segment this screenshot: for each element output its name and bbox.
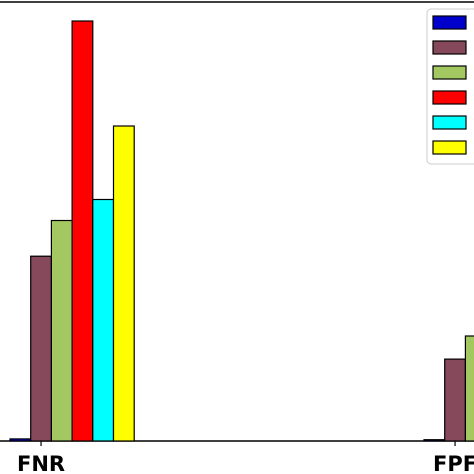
bar-fpr-series-3 — [464, 335, 474, 442]
bar-fnr-series-6 — [112, 125, 135, 442]
bar-fnr-series-4 — [71, 20, 94, 442]
bar-fpr-series-1 — [423, 439, 446, 442]
legend — [426, 8, 474, 165]
legend-swatch-1 — [432, 15, 467, 30]
x-tick-label-fnr: FNR — [17, 452, 65, 474]
legend-swatch-6 — [432, 140, 467, 155]
legend-swatch-5 — [432, 115, 467, 130]
x-ticks-group: FNR FPF — [17, 441, 474, 474]
bar-fnr-series-3 — [50, 219, 73, 442]
bar-fnr-series-2 — [30, 255, 53, 442]
legend-swatch-4 — [432, 90, 467, 105]
bar-fnr-series-1 — [9, 438, 32, 442]
bar-fnr-series-5 — [92, 198, 115, 442]
legend-swatch-2 — [432, 40, 467, 55]
bar-fpr-series-2 — [444, 358, 467, 442]
bars-group — [9, 20, 474, 442]
legend-swatch-3 — [432, 65, 467, 80]
x-tick-label-fpr: FPF — [433, 452, 474, 474]
